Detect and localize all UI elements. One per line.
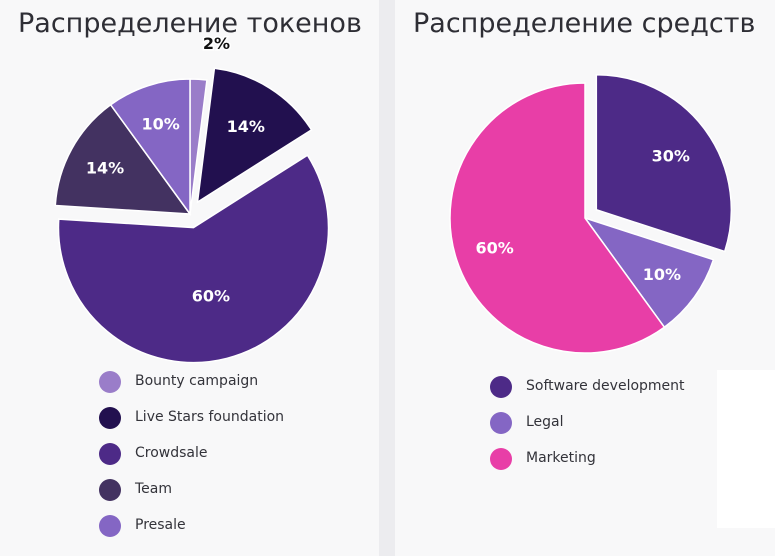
legend-label: Live Stars foundation (135, 409, 285, 425)
legend-label: Marketing (526, 450, 596, 466)
legend-label: Presale (135, 517, 186, 533)
legend-label: Team (135, 481, 173, 497)
legend-swatch (99, 371, 121, 393)
funds-chart-panel: Распределение средств 30% 10% 60% Software… (395, 0, 775, 556)
legend-swatch (490, 412, 512, 434)
legend-label: Crowdsale (135, 445, 208, 461)
pie-slice-presale (109, 78, 191, 217)
pie-slice-software-development (595, 74, 732, 253)
legend-swatch (99, 479, 121, 501)
legend-swatch (490, 448, 512, 470)
legend-swatch (490, 376, 512, 398)
pie-slice-crowdsale (57, 154, 330, 364)
legend-label: Legal (526, 414, 564, 430)
blank-area (717, 370, 775, 528)
data-label-live-stars-foundation: 14% (227, 117, 265, 136)
data-label-presale: 10% (141, 115, 179, 134)
legend-label: Bounty campaign (135, 373, 259, 389)
data-label-crowdsale: 60% (192, 286, 230, 305)
data-label-bounty-campaign: 2% (203, 34, 230, 53)
data-label-legal: 10% (643, 265, 681, 284)
pie-slice-marketing (449, 82, 666, 354)
data-label-team: 14% (86, 158, 124, 177)
legend-swatch (99, 515, 121, 537)
pie-slice-live-stars-foundation (196, 67, 313, 204)
funds-pie-chart: 30% 10% 60% (449, 74, 732, 354)
legend-swatch (99, 407, 121, 429)
tokens-chart-panel: Распределение токенов 2% 14% 60% 14% 10% Bou… (0, 0, 379, 556)
data-label-software-development: 30% (652, 147, 690, 166)
legend-label: Software development (526, 378, 685, 394)
legend-swatch (99, 443, 121, 465)
pie-slice-team (54, 103, 192, 215)
chart-title: Распределение средств (413, 8, 756, 39)
data-label-marketing: 60% (476, 238, 514, 257)
tokens-pie-chart: 2% 14% 60% 14% 10% (54, 33, 330, 364)
pie-slice-legal (583, 216, 715, 329)
chart-title: Распределение токенов (18, 8, 362, 39)
